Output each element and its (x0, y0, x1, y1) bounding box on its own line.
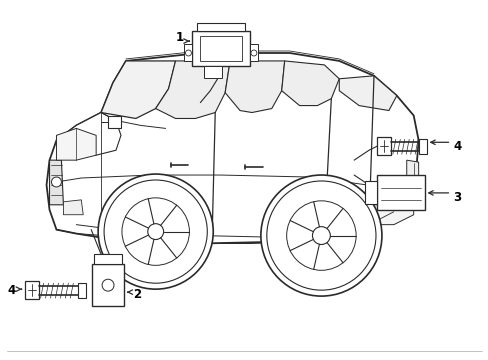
Polygon shape (78, 283, 86, 298)
Text: 3: 3 (452, 192, 461, 204)
Text: 1: 1 (175, 31, 183, 44)
Polygon shape (339, 76, 396, 111)
Polygon shape (25, 281, 39, 299)
Polygon shape (376, 137, 390, 155)
Circle shape (266, 181, 375, 290)
Circle shape (312, 227, 330, 244)
Polygon shape (49, 160, 63, 205)
Polygon shape (368, 205, 413, 225)
Polygon shape (184, 44, 192, 61)
Polygon shape (249, 44, 257, 61)
Circle shape (51, 177, 61, 187)
Circle shape (185, 50, 191, 56)
Circle shape (104, 180, 207, 283)
Polygon shape (155, 61, 230, 118)
Circle shape (147, 224, 163, 239)
Polygon shape (63, 200, 83, 215)
Polygon shape (92, 264, 123, 306)
Circle shape (260, 175, 381, 296)
Polygon shape (94, 255, 122, 264)
Polygon shape (108, 117, 121, 129)
Polygon shape (200, 36, 242, 61)
Polygon shape (376, 175, 424, 210)
Circle shape (122, 198, 189, 265)
Polygon shape (281, 61, 339, 105)
Text: 4: 4 (452, 140, 461, 153)
Circle shape (98, 174, 213, 289)
Polygon shape (204, 66, 222, 78)
Circle shape (286, 201, 355, 270)
Polygon shape (224, 61, 284, 113)
Polygon shape (56, 129, 96, 160)
Polygon shape (365, 181, 376, 204)
Text: 2: 2 (133, 288, 141, 301)
Polygon shape (418, 139, 426, 154)
Text: 4: 4 (7, 284, 16, 297)
Circle shape (250, 50, 256, 56)
Polygon shape (197, 23, 244, 31)
Polygon shape (56, 113, 121, 155)
Circle shape (102, 279, 114, 291)
Polygon shape (406, 160, 418, 188)
Polygon shape (192, 31, 249, 66)
Polygon shape (101, 61, 175, 118)
Polygon shape (46, 53, 418, 243)
